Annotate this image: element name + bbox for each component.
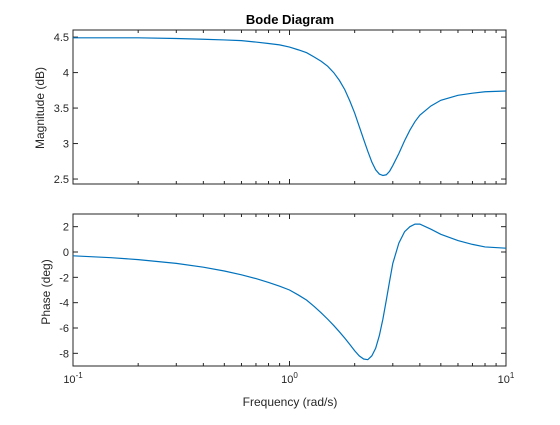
phase-x-tick-label: 100 xyxy=(281,371,298,386)
magnitude-axis-label: Magnitude (dB) xyxy=(33,67,47,149)
magnitude-y-tick-label: 3 xyxy=(63,139,69,151)
phase-y-tick-label: -6 xyxy=(59,323,69,335)
phase-x-tick-label: 101 xyxy=(498,371,515,386)
phase-y-tick-label: -8 xyxy=(59,348,69,360)
phase-axis-label: Phase (deg) xyxy=(39,259,53,324)
magnitude-plot-frame xyxy=(72,29,507,185)
magnitude-y-tick-label: 4 xyxy=(63,68,69,80)
magnitude-y-tick-label: 2.5 xyxy=(54,174,69,186)
chart-title: Bode Diagram xyxy=(246,12,334,27)
phase-y-tick-label: 0 xyxy=(63,247,69,259)
magnitude-y-tick-label: 3.5 xyxy=(54,103,69,115)
phase-y-tick-label: -2 xyxy=(59,272,69,284)
phase-y-tick-label: 2 xyxy=(63,222,69,234)
magnitude-y-tick-label: 4.5 xyxy=(54,32,69,44)
phase-y-tick-label: -4 xyxy=(59,298,69,310)
frequency-axis-label: Frequency (rad/s) xyxy=(243,395,338,409)
magnitude-panel: 2.5 3 3.5 4 4.5 xyxy=(54,29,507,186)
magnitude-response-curve xyxy=(73,37,507,177)
phase-x-tick-label: 10-1 xyxy=(63,371,83,386)
phase-response-curve xyxy=(72,223,507,361)
phase-panel: -8 -6 -4 -2 0 2 10-1 100 101 xyxy=(59,213,515,386)
